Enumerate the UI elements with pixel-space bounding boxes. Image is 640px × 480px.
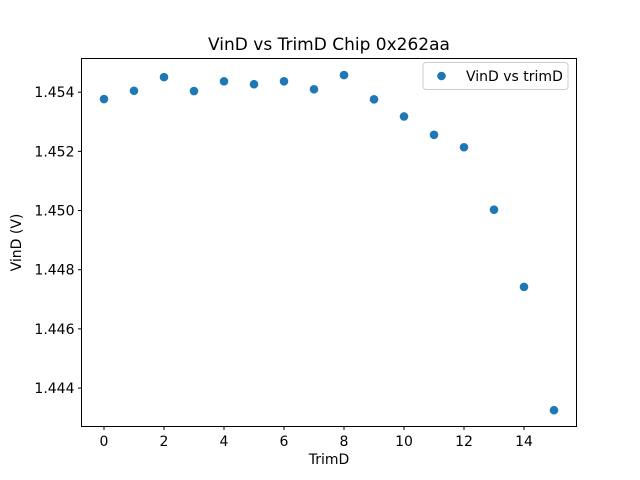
legend-marker-icon bbox=[437, 71, 446, 81]
x-tick-label: 4 bbox=[220, 434, 229, 450]
data-point bbox=[549, 405, 559, 415]
chart-title: VinD vs TrimD Chip 0x262aa bbox=[208, 35, 450, 55]
scatter-points bbox=[99, 70, 559, 415]
y-tick-label: 1.452 bbox=[34, 144, 74, 160]
data-point bbox=[129, 86, 139, 96]
x-tick-label: 14 bbox=[515, 434, 533, 450]
y-axis-label: VinD (V) bbox=[9, 214, 25, 272]
data-point bbox=[519, 282, 529, 292]
legend-label: VinD vs trimD bbox=[466, 69, 563, 85]
plot-area-border bbox=[81, 58, 577, 427]
y-tick-label: 1.444 bbox=[34, 381, 74, 397]
x-tick-label: 2 bbox=[160, 434, 169, 450]
y-tick-label: 1.446 bbox=[34, 322, 74, 338]
x-tick-label: 8 bbox=[340, 434, 349, 450]
data-point bbox=[369, 95, 379, 104]
x-tick-label: 12 bbox=[455, 434, 473, 450]
data-point bbox=[219, 76, 229, 86]
data-point bbox=[459, 142, 469, 152]
y-axis-ticks: 1.444 1.446 1.448 1.450 1.452 1.454 bbox=[34, 85, 82, 397]
data-point bbox=[99, 94, 109, 104]
data-point bbox=[399, 112, 409, 121]
y-tick-label: 1.450 bbox=[34, 204, 74, 220]
data-point bbox=[249, 79, 259, 89]
y-tick-label: 1.454 bbox=[34, 85, 74, 101]
x-tick-label: 10 bbox=[395, 434, 413, 450]
data-point bbox=[489, 205, 499, 214]
y-tick-label: 1.448 bbox=[34, 263, 74, 279]
x-tick-label: 0 bbox=[100, 434, 109, 450]
data-point bbox=[309, 84, 319, 94]
data-point bbox=[159, 72, 169, 82]
data-point bbox=[429, 130, 439, 140]
x-axis-label: TrimD bbox=[308, 452, 350, 468]
data-point bbox=[339, 70, 349, 80]
legend: VinD vs trimD bbox=[422, 62, 569, 90]
data-point bbox=[279, 76, 289, 86]
data-point bbox=[189, 86, 199, 96]
x-axis-ticks: 0 2 4 6 8 10 12 14 bbox=[100, 426, 533, 450]
legend-frame bbox=[422, 62, 569, 90]
x-tick-label: 6 bbox=[280, 434, 289, 450]
